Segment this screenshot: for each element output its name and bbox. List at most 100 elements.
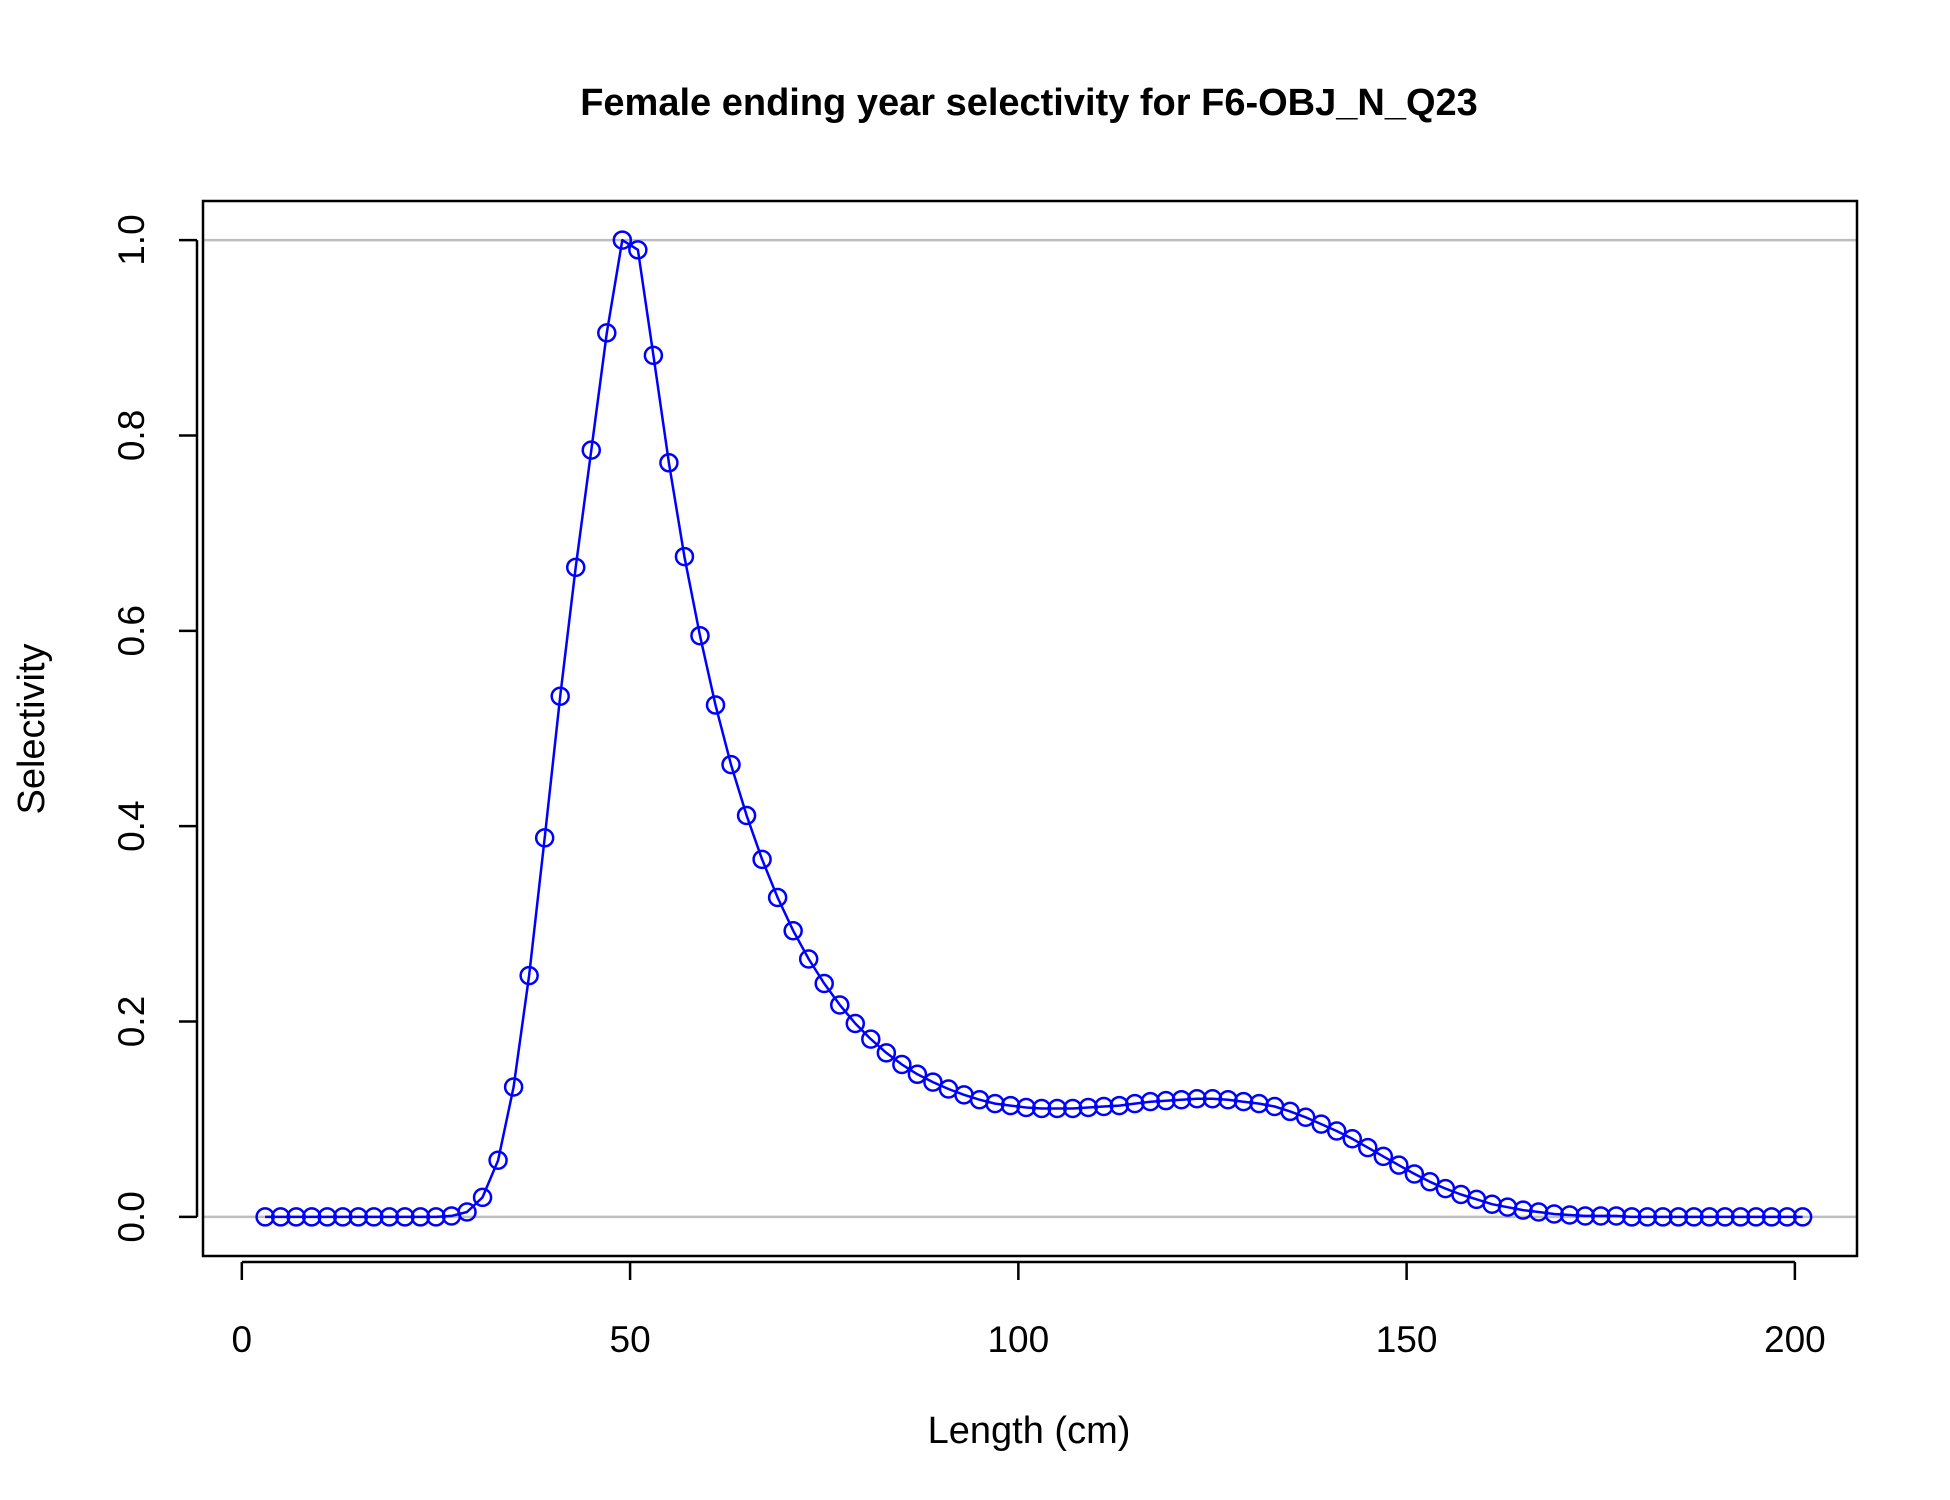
data-point: [1746, 1207, 1766, 1227]
data-point: [1637, 1207, 1658, 1227]
data-point: [1171, 1089, 1192, 1110]
data-point: [752, 849, 772, 870]
data-point: [1389, 1155, 1409, 1175]
data-point: [1187, 1088, 1207, 1109]
x-tick-label: 150: [1376, 1319, 1438, 1360]
data-point: [1420, 1172, 1440, 1192]
data-point: [674, 546, 695, 567]
data-point: [1544, 1204, 1564, 1224]
data-point: [923, 1072, 943, 1092]
data-point: [876, 1043, 897, 1063]
data-point: [1699, 1207, 1720, 1227]
data-point: [1373, 1146, 1394, 1167]
data-point: [1559, 1205, 1580, 1225]
data-point: [379, 1207, 400, 1227]
data-point: [1653, 1207, 1673, 1227]
data-point: [1715, 1207, 1735, 1227]
data-point: [892, 1054, 912, 1075]
data-point: [628, 240, 648, 260]
data-series: [255, 230, 1813, 1227]
data-point: [503, 1077, 524, 1097]
y-axis: 0.0 0.2 0.4 0.6 0.8 1.0: [111, 214, 199, 1243]
data-point: [1016, 1097, 1036, 1118]
data-point: [830, 995, 850, 1015]
chart-title: Female ending year selectivity for F6-OB…: [580, 82, 1478, 124]
y-tick-label: 0.8: [111, 410, 152, 461]
data-point: [534, 828, 555, 848]
data-point: [1140, 1091, 1161, 1112]
data-point: [1047, 1098, 1067, 1119]
data-point: [317, 1207, 337, 1227]
data-point: [1777, 1207, 1797, 1227]
data-point: [519, 965, 539, 986]
data-point: [395, 1207, 415, 1227]
data-point: [457, 1202, 477, 1222]
data-point: [798, 949, 819, 969]
data-point: [861, 1029, 881, 1049]
data-point: [597, 323, 617, 343]
data-point: [736, 805, 757, 826]
plot-frame: [201, 199, 1859, 1258]
y-tick-label: 0.0: [111, 1191, 152, 1242]
data-point: [643, 345, 664, 366]
data-point: [1326, 1121, 1347, 1141]
x-tick-label: 100: [987, 1319, 1049, 1360]
data-point: [1094, 1096, 1114, 1117]
x-axis: 0 50 100 150 200: [232, 1260, 1826, 1360]
data-point: [690, 625, 710, 646]
data-point: [1730, 1207, 1751, 1227]
data-point: [550, 686, 570, 707]
data-point: [581, 440, 602, 460]
data-point: [1606, 1206, 1627, 1226]
data-point: [1031, 1098, 1052, 1119]
x-tick-label: 0: [232, 1319, 253, 1360]
data-point: [1295, 1107, 1316, 1128]
data-point: [659, 453, 679, 473]
data-point: [907, 1064, 928, 1085]
data-point: [1622, 1207, 1642, 1227]
data-point: [301, 1207, 322, 1227]
x-axis-label: Length (cm): [928, 1410, 1131, 1452]
data-point: [348, 1207, 369, 1227]
data-point: [845, 1013, 866, 1034]
data-point: [1078, 1097, 1098, 1118]
data-point: [612, 230, 633, 250]
data-point: [1575, 1206, 1595, 1226]
data-point: [1342, 1129, 1363, 1149]
y-axis-label: Selectivity: [11, 643, 53, 814]
y-tick-label: 1.0: [111, 214, 152, 265]
data-point: [1311, 1114, 1331, 1134]
data-point: [286, 1207, 306, 1227]
data-point: [1358, 1137, 1378, 1158]
data-point: [721, 754, 741, 775]
data-point: [767, 887, 788, 908]
data-point: [364, 1207, 384, 1227]
data-point: [472, 1187, 493, 1208]
data-point: [1202, 1088, 1223, 1109]
data-point: [1668, 1207, 1689, 1227]
data-point: [255, 1207, 275, 1227]
y-tick-label: 0.2: [111, 996, 152, 1047]
reference-lines: [203, 238, 1857, 1219]
y-tick-label: 0.6: [111, 605, 152, 656]
data-point: [1156, 1090, 1176, 1111]
x-tick-label: 200: [1764, 1319, 1826, 1360]
data-point: [333, 1207, 353, 1227]
data-point: [705, 695, 726, 715]
data-point: [1062, 1098, 1083, 1119]
y-tick-label: 0.4: [111, 800, 152, 851]
data-point: [1590, 1206, 1611, 1226]
data-point: [410, 1207, 431, 1227]
data-point: [488, 1150, 508, 1171]
data-point: [1761, 1207, 1782, 1227]
data-point: [1684, 1207, 1704, 1227]
series-line: [265, 238, 1803, 1219]
x-tick-label: 50: [610, 1319, 651, 1360]
data-point: [814, 973, 834, 994]
data-point: [1792, 1207, 1813, 1227]
data-point: [270, 1207, 291, 1227]
data-point: [426, 1207, 446, 1227]
data-point: [1404, 1164, 1425, 1184]
data-point: [565, 557, 586, 578]
